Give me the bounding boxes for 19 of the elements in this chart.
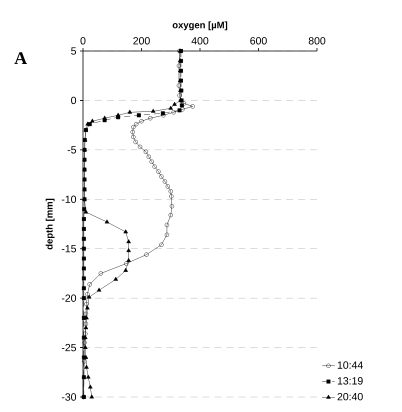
y-axis-title: depth [mm] [46, 198, 55, 250]
y-tick-label: -5 [68, 146, 76, 154]
x-tick-label: 200 [133, 37, 150, 44]
y-tick-label: -25 [62, 344, 76, 352]
y-tick-label: -30 [62, 393, 76, 401]
y-tick-label: 0 [71, 96, 76, 104]
x-tick-label: 400 [192, 37, 208, 44]
y-tick-label: -10 [62, 196, 76, 203]
legend-label: 13:19 [338, 377, 363, 385]
y-tick-label: 5 [71, 47, 76, 55]
legend-label: 20:40 [338, 392, 363, 400]
legend-label: 10:44 [338, 361, 363, 369]
x-tick-label: 600 [250, 37, 267, 44]
x-tick-label: 800 [308, 37, 326, 44]
y-tick-label: -20 [62, 294, 76, 302]
text: A [14, 52, 28, 64]
x-axis-title: oxygen [µM] [172, 21, 228, 30]
x-tick-label: 0 [80, 37, 86, 44]
y-tick-label: -15 [62, 245, 76, 252]
